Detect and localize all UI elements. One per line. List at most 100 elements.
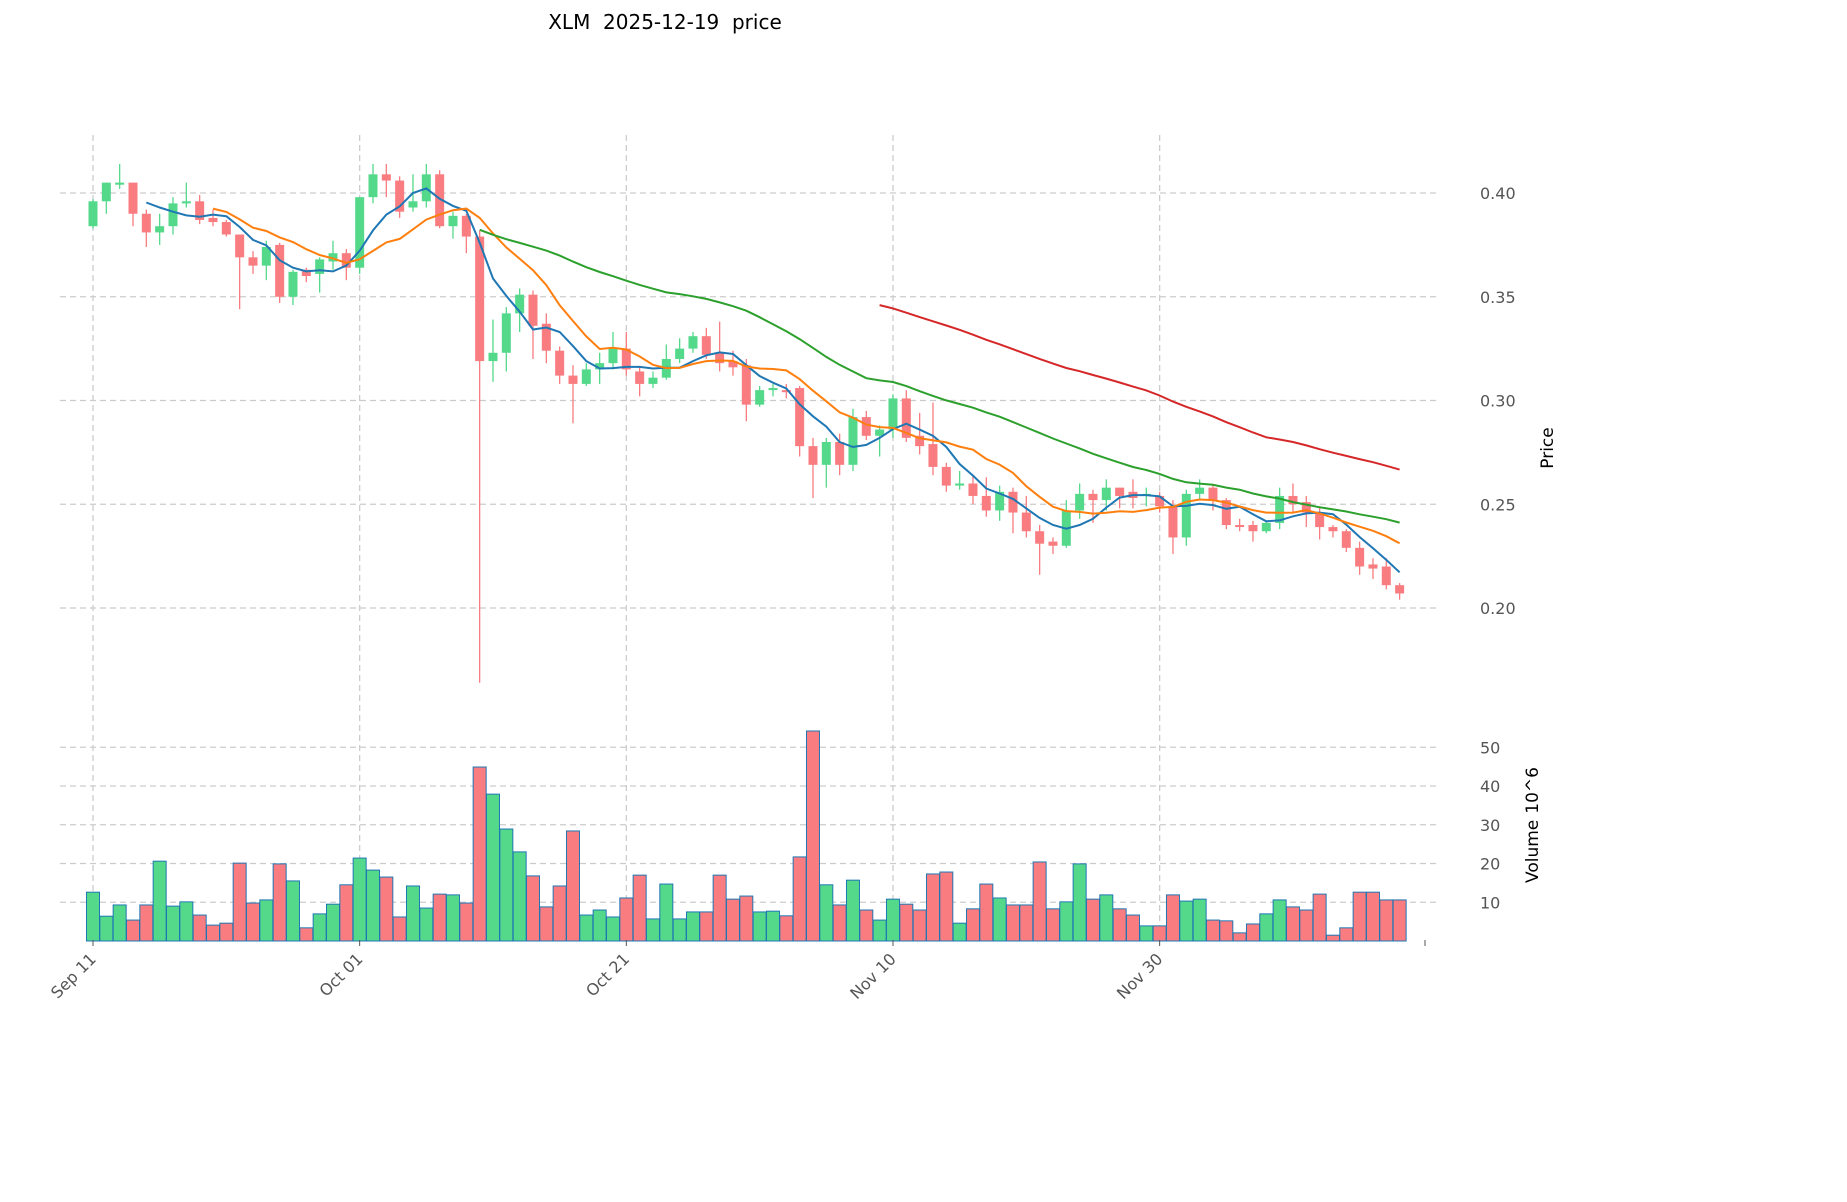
candle-up: [1275, 495, 1285, 523]
price-tick-label: 0.25: [1480, 495, 1516, 514]
candle-down: [248, 257, 258, 266]
volume-bar: [285, 880, 300, 942]
candle-down: [1368, 564, 1378, 569]
volume-bar: [1325, 934, 1340, 942]
volume-bar: [1379, 899, 1394, 942]
volume-bar: [965, 908, 980, 942]
volume-bar: [405, 885, 420, 942]
candle-up: [1195, 487, 1205, 494]
candle-down: [301, 269, 311, 276]
volume-bar: [1045, 908, 1060, 942]
candle-down: [901, 398, 911, 438]
volume-bar: [165, 905, 180, 942]
volume-bar: [99, 915, 114, 942]
volume-bar: [699, 911, 714, 942]
candle-down: [835, 442, 845, 465]
volume-bar: [445, 894, 460, 942]
volume-bar: [1005, 904, 1020, 942]
candle-down: [861, 417, 871, 436]
candle-up: [488, 352, 498, 362]
volume-bar: [1179, 900, 1194, 942]
volume-bar: [125, 919, 140, 942]
volume-bar: [379, 876, 394, 942]
volume-bar: [992, 897, 1007, 942]
candle-up: [888, 398, 898, 430]
volume-bar: [485, 793, 500, 942]
candle-down: [1235, 525, 1245, 528]
volume-bar: [365, 869, 380, 942]
volume-bar: [792, 856, 807, 942]
volume-bar: [672, 918, 687, 942]
candle-up: [1181, 493, 1191, 538]
volume-bar: [645, 918, 660, 942]
candle-down: [1395, 585, 1405, 594]
volume-bar: [939, 871, 954, 942]
volume-bar: [1392, 899, 1407, 942]
candle-down: [128, 182, 138, 214]
candle-down: [1381, 566, 1391, 586]
volume-bar: [579, 914, 594, 942]
candle-down: [1021, 512, 1031, 532]
volume-bar: [925, 873, 940, 942]
candle-up: [595, 363, 605, 370]
candle-down: [1328, 527, 1338, 532]
volume-bar: [1272, 899, 1287, 942]
candle-down: [1168, 506, 1178, 538]
volume-bar: [1312, 893, 1327, 942]
volume-bar: [1112, 908, 1127, 942]
moving-average-60: [879, 304, 1400, 471]
volume-bar: [1245, 923, 1260, 942]
volume-bar: [912, 909, 927, 942]
candle-down: [781, 390, 791, 393]
volume-bar: [899, 903, 914, 942]
candle-up: [581, 369, 591, 384]
volume-bar: [1365, 891, 1380, 942]
volume-bar: [565, 830, 580, 942]
date-tick-label: Sep 11: [47, 949, 100, 1002]
candle-down: [1355, 547, 1365, 567]
candle-down: [635, 371, 645, 384]
candle-down: [968, 483, 978, 496]
volume-bar: [1125, 914, 1140, 942]
candle-up: [168, 203, 178, 227]
candle-down: [435, 174, 445, 227]
candle-down: [395, 180, 405, 212]
candle-up: [675, 348, 685, 359]
candle-down: [981, 495, 991, 511]
candle-down: [235, 234, 245, 258]
volume-bar: [859, 909, 874, 942]
candle-up: [501, 313, 511, 353]
volume-bar: [1299, 909, 1314, 942]
candle-down: [461, 215, 471, 237]
volume-bar: [1139, 925, 1154, 942]
volume-bar: [392, 916, 407, 942]
volume-bar: [1352, 891, 1367, 942]
moving-averages: [145, 187, 1401, 574]
volume-bar: [632, 874, 647, 942]
candle-up: [101, 182, 111, 202]
candle-down: [195, 201, 205, 220]
candle-down: [568, 375, 578, 384]
volume-bar: [1152, 925, 1167, 942]
candle-up: [261, 246, 271, 266]
candle-down: [1341, 531, 1351, 548]
candle-down: [541, 323, 551, 351]
candle-up: [115, 182, 125, 185]
volume-bar: [1099, 894, 1114, 942]
candle-down: [1288, 495, 1298, 505]
volume-bar: [659, 883, 674, 942]
candle-down: [1248, 525, 1258, 532]
candle-up: [648, 377, 658, 384]
volume-bar: [952, 922, 967, 942]
volume-bar: [1232, 932, 1247, 942]
candle-down: [275, 244, 285, 297]
volume-bar: [1259, 913, 1274, 942]
volume-bar: [259, 899, 274, 942]
candle-up: [155, 226, 165, 233]
candle-down: [701, 336, 711, 355]
candle-up: [995, 491, 1005, 511]
axes: 0.20 0.25 0.30 0.35 0.40 10 20 30 40 50 Sep 11 Oct …: [47, 184, 1516, 1003]
volume-bar: [552, 885, 567, 942]
moving-average-5: [145, 187, 1401, 574]
